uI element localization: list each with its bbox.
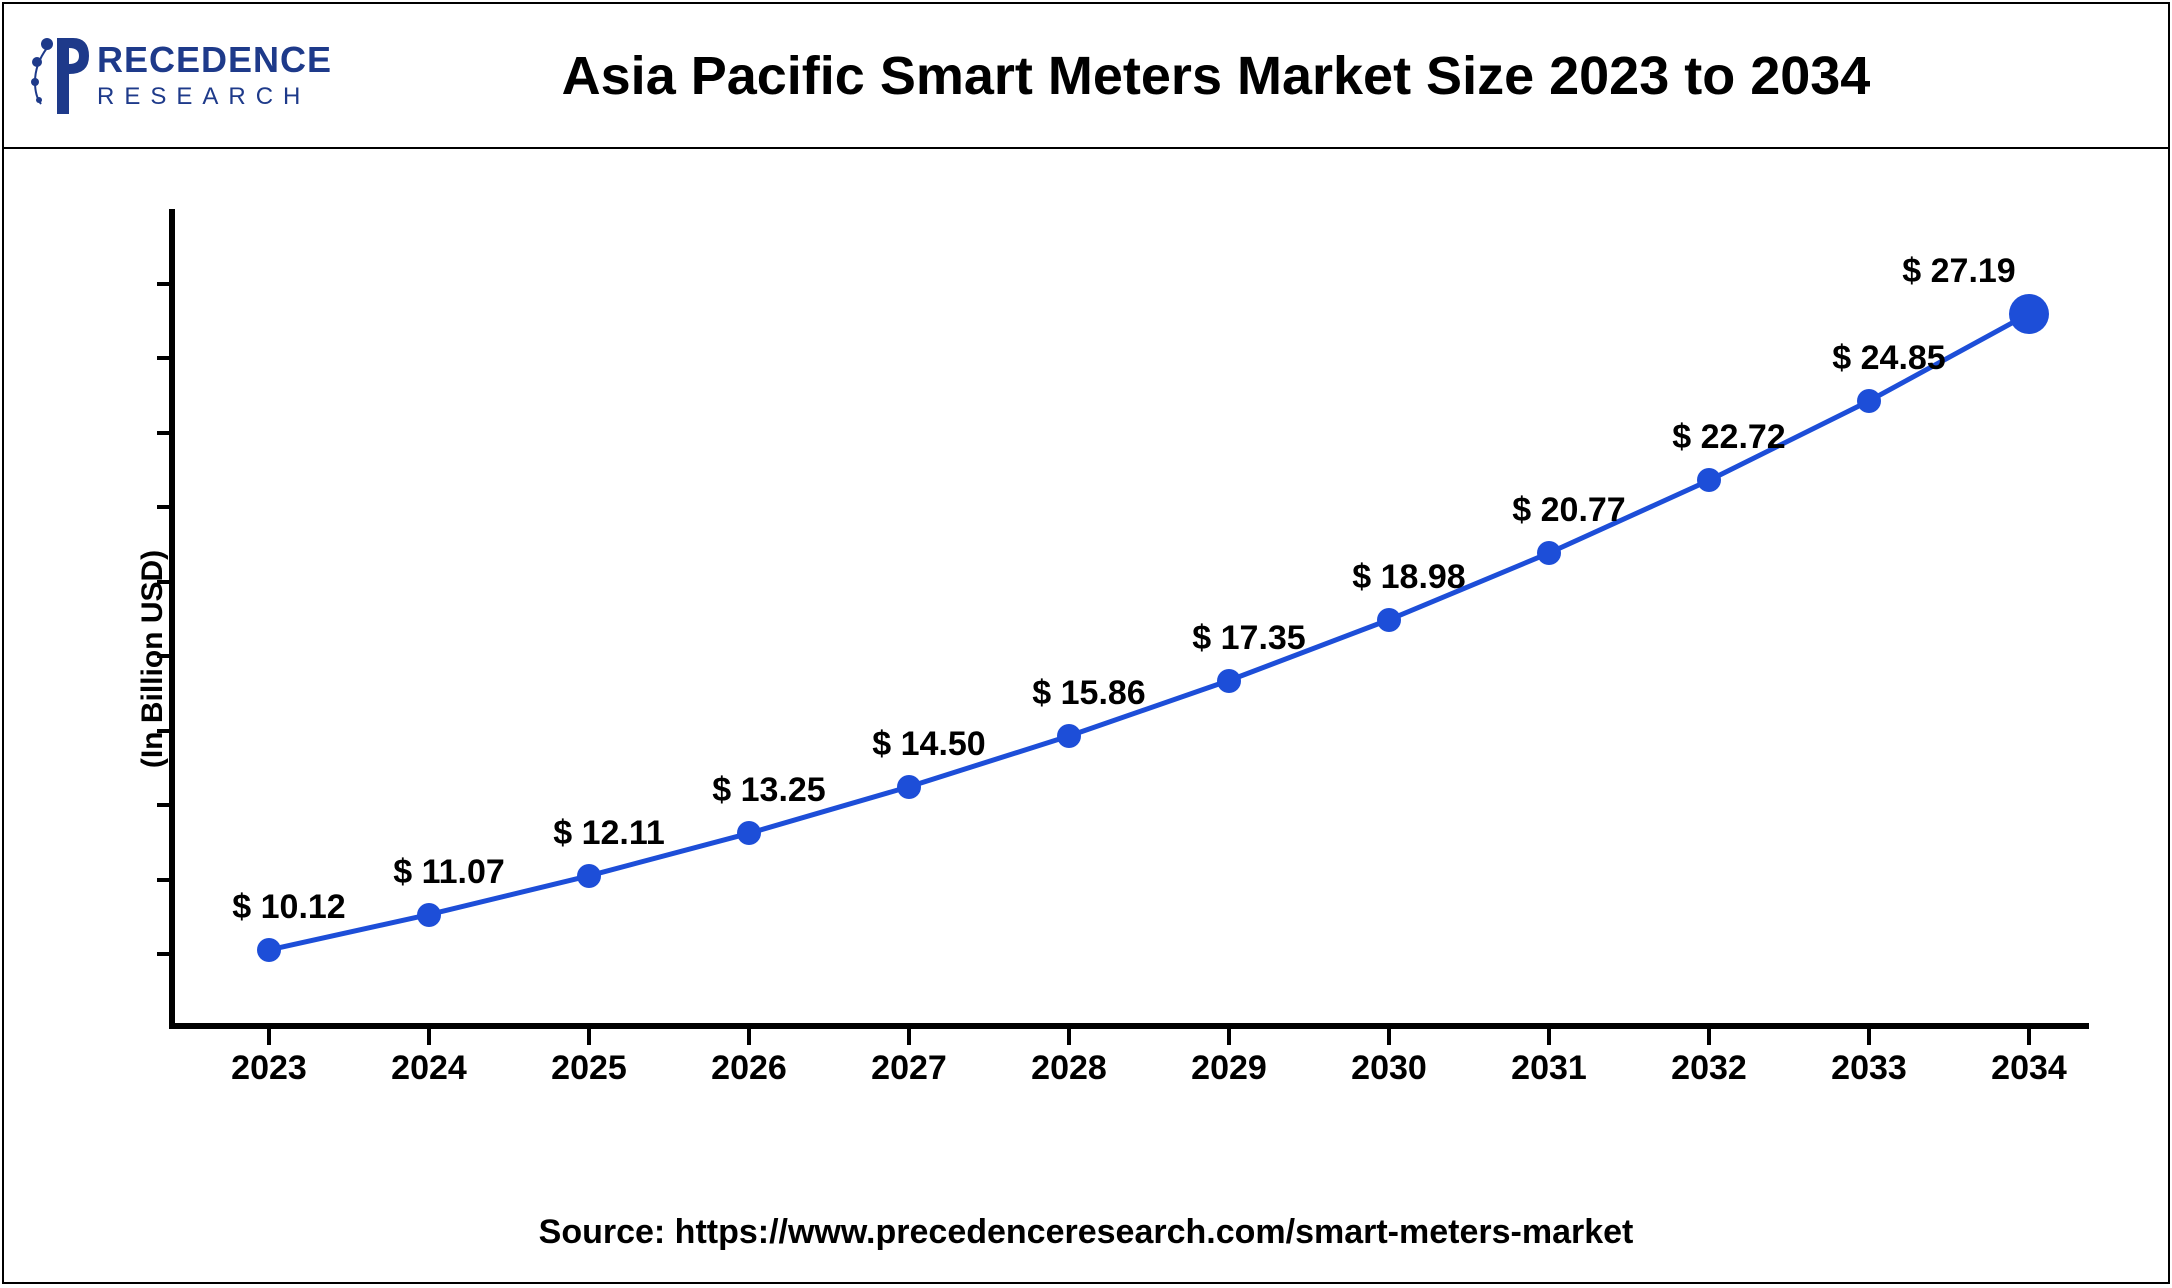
data-label: $ 24.85: [1832, 339, 1945, 378]
data-point: [1057, 724, 1081, 748]
y-tick: [157, 356, 171, 360]
data-point: [1537, 541, 1561, 565]
data-point: [897, 775, 921, 799]
x-tick-label: 2028: [1031, 1049, 1107, 1088]
x-tick: [587, 1027, 591, 1045]
x-tick: [1707, 1027, 1711, 1045]
header: RECEDENCE RESEARCH Asia Pacific Smart Me…: [4, 4, 2168, 149]
data-point: [257, 938, 281, 962]
svg-text:RECEDENCE: RECEDENCE: [97, 39, 332, 80]
data-label: $ 27.19: [1902, 252, 2015, 291]
x-tick: [1067, 1027, 1071, 1045]
data-label: $ 13.25: [712, 771, 825, 810]
data-label: $ 12.11: [553, 814, 665, 853]
data-point: [1697, 468, 1721, 492]
x-tick: [1387, 1027, 1391, 1045]
data-point: [577, 864, 601, 888]
chart-container: RECEDENCE RESEARCH Asia Pacific Smart Me…: [2, 2, 2170, 1284]
x-tick-label: 2023: [231, 1049, 307, 1088]
x-tick-label: 2032: [1671, 1049, 1747, 1088]
data-point: [1217, 669, 1241, 693]
y-tick: [157, 580, 171, 584]
x-tick: [1547, 1027, 1551, 1045]
data-point: [737, 821, 761, 845]
data-point: [417, 903, 441, 927]
data-label: $ 14.50: [872, 725, 985, 764]
data-label: $ 11.07: [393, 853, 505, 892]
y-tick: [157, 952, 171, 956]
data-point: [2009, 294, 2049, 334]
x-tick: [1867, 1027, 1871, 1045]
data-label: $ 22.72: [1672, 418, 1785, 457]
x-tick-label: 2024: [391, 1049, 467, 1088]
line-svg: [169, 209, 2089, 1029]
x-tick-label: 2031: [1511, 1049, 1587, 1088]
data-label: $ 20.77: [1512, 491, 1625, 530]
logo: RECEDENCE RESEARCH: [4, 4, 384, 147]
x-tick: [907, 1027, 911, 1045]
data-point: [1857, 389, 1881, 413]
source-text: Source: https://www.precedenceresearch.c…: [4, 1213, 2168, 1252]
y-tick: [157, 282, 171, 286]
y-tick: [157, 431, 171, 435]
y-tick: [157, 878, 171, 882]
y-tick: [157, 729, 171, 733]
x-tick-label: 2027: [871, 1049, 947, 1088]
y-tick: [157, 505, 171, 509]
x-tick: [427, 1027, 431, 1045]
x-tick: [2027, 1027, 2031, 1045]
x-tick-label: 2030: [1351, 1049, 1427, 1088]
x-tick: [747, 1027, 751, 1045]
plot-area: $ 10.12 $ 11.07 $ 12.11 $ 13.25 $ 14.50 $ 15.…: [169, 209, 2089, 1029]
x-tick-label: 2034: [1991, 1049, 2067, 1088]
data-line: [269, 314, 2029, 950]
y-tick: [157, 803, 171, 807]
svg-text:RESEARCH: RESEARCH: [97, 83, 310, 110]
data-label: $ 17.35: [1192, 619, 1305, 658]
x-tick: [267, 1027, 271, 1045]
x-tick-label: 2033: [1831, 1049, 1907, 1088]
x-tick-label: 2026: [711, 1049, 787, 1088]
chart-area: (In Billion USD) $ 10.12$ 11.07$ 12.11$ …: [4, 149, 2168, 1169]
x-tick-label: 2029: [1191, 1049, 1267, 1088]
chart-title: Asia Pacific Smart Meters Market Size 20…: [384, 45, 2168, 107]
data-label: $ 10.12: [232, 888, 345, 927]
data-point: [1377, 608, 1401, 632]
data-label: $ 15.86: [1032, 674, 1145, 713]
x-tick: [1227, 1027, 1231, 1045]
y-tick: [157, 654, 171, 658]
x-tick-label: 2025: [551, 1049, 627, 1088]
data-label: $ 18.98: [1352, 558, 1465, 597]
precedence-logo-icon: RECEDENCE RESEARCH: [29, 26, 359, 126]
